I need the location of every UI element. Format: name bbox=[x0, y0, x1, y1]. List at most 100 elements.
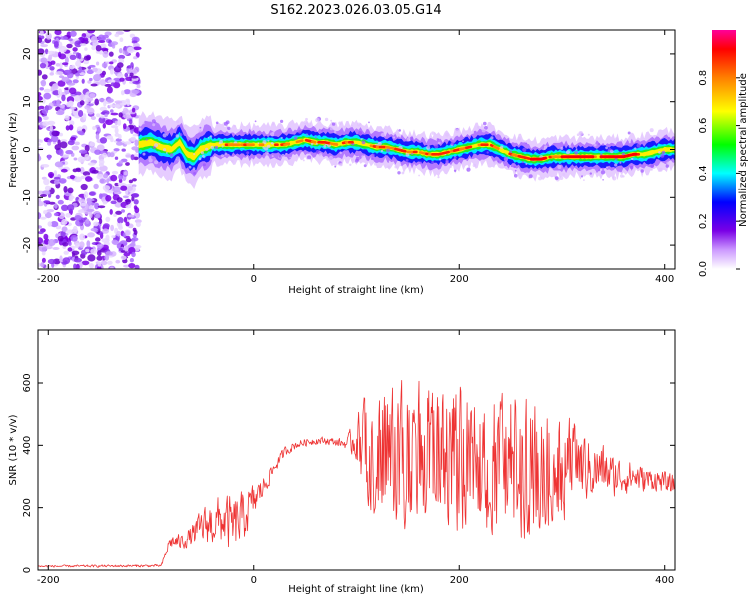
ridge-speckle bbox=[302, 159, 305, 162]
ridge-speckle bbox=[398, 129, 402, 132]
noise-blob bbox=[38, 92, 42, 97]
ridge-speckle bbox=[600, 153, 603, 156]
ridge-speckle bbox=[231, 160, 234, 163]
noise-blob bbox=[61, 154, 70, 158]
ridge-speckle bbox=[305, 117, 308, 121]
noise-blob bbox=[117, 217, 124, 224]
ridge-speckle bbox=[503, 156, 508, 161]
noise-blob bbox=[110, 174, 118, 182]
noise-blob bbox=[116, 197, 123, 203]
noise-blob bbox=[106, 86, 113, 94]
ridge-speckle bbox=[661, 150, 666, 155]
noise-blob bbox=[131, 89, 140, 94]
noise-blob bbox=[93, 74, 102, 82]
ridge-core-dash bbox=[400, 149, 407, 153]
ridge-speckle bbox=[649, 128, 654, 133]
noise-blob bbox=[40, 262, 45, 268]
ridge-speckle bbox=[368, 121, 370, 124]
ridge-speckle bbox=[426, 145, 431, 150]
noise-blob bbox=[74, 91, 82, 96]
noise-blob bbox=[38, 138, 42, 143]
noise-blob bbox=[110, 137, 114, 143]
ridge-speckle bbox=[481, 128, 486, 133]
noise-blob bbox=[117, 62, 124, 68]
ridge-speckle bbox=[307, 122, 312, 127]
noise-blob bbox=[111, 125, 119, 129]
noise-blob bbox=[102, 228, 109, 234]
noise-blob bbox=[131, 196, 135, 202]
noise-blob bbox=[59, 36, 68, 40]
ridge-speckle bbox=[321, 129, 324, 132]
ridge-speckle bbox=[139, 127, 142, 131]
noise-blob bbox=[93, 183, 99, 190]
noise-blob bbox=[55, 194, 60, 200]
ridge-speckle bbox=[377, 141, 382, 146]
ridge-speckle bbox=[394, 165, 398, 169]
ridge-speckle bbox=[576, 133, 580, 136]
ridge-speckle bbox=[338, 121, 342, 125]
noise-blob bbox=[114, 127, 119, 134]
chart-title: S162.2023.026.03.05.G14 bbox=[270, 3, 441, 18]
noise-blob bbox=[111, 239, 118, 245]
snr-ticks: -200 0 200 400 0 200 400 600 bbox=[22, 330, 675, 586]
ridge-speckle bbox=[246, 151, 250, 155]
noise-blob bbox=[50, 60, 56, 65]
noise-blob bbox=[105, 216, 111, 222]
ridge-speckle bbox=[380, 149, 384, 153]
ridge-core-dash bbox=[458, 146, 468, 151]
ridge-speckle bbox=[587, 133, 590, 136]
noise-blob bbox=[134, 139, 139, 147]
ridge-speckle bbox=[397, 171, 401, 175]
noise-blob bbox=[64, 56, 69, 64]
ridge-speckle bbox=[619, 161, 622, 164]
noise-blob bbox=[60, 168, 68, 173]
noise-blob bbox=[72, 51, 78, 55]
noise-blob bbox=[87, 80, 92, 84]
noise-blob bbox=[58, 53, 67, 60]
noise-blob bbox=[94, 202, 100, 210]
noise-blob bbox=[68, 120, 75, 126]
noise-blob bbox=[89, 93, 96, 98]
noise-blob bbox=[83, 59, 90, 65]
noise-blob bbox=[102, 123, 107, 129]
noise-blob bbox=[82, 171, 91, 176]
noise-blob bbox=[64, 69, 72, 73]
snr-frame bbox=[37, 329, 676, 571]
noise-blob bbox=[65, 150, 74, 155]
noise-blob bbox=[74, 40, 83, 48]
ridge-speckle bbox=[554, 176, 559, 181]
noise-blob bbox=[119, 37, 124, 42]
ridge-speckle bbox=[575, 148, 578, 151]
noise-blob bbox=[118, 54, 126, 60]
noise-blob bbox=[47, 258, 56, 265]
noise-blob bbox=[57, 199, 64, 205]
snr-panel: -200 0 200 400 0 200 400 600 Height of straight… bbox=[8, 329, 676, 595]
noise-blob bbox=[94, 149, 101, 155]
noise-blob bbox=[112, 43, 116, 49]
noise-blob bbox=[43, 92, 52, 100]
ridge-speckle bbox=[221, 145, 224, 148]
ridge-speckle bbox=[318, 153, 323, 157]
spectrogram-y-tick-label: 10 bbox=[22, 95, 33, 108]
snr-y-tick-label: 200 bbox=[22, 498, 33, 517]
noise-blob bbox=[92, 126, 96, 130]
noise-blob bbox=[117, 73, 124, 79]
noise-blob bbox=[96, 243, 104, 249]
colorbar-tick-label: 0.0 bbox=[698, 261, 709, 277]
noise-blob bbox=[123, 89, 131, 95]
noise-blob bbox=[118, 178, 123, 183]
noise-blob bbox=[120, 185, 128, 191]
noise-blob bbox=[53, 41, 59, 48]
noise-blob bbox=[126, 46, 135, 54]
noise-blob bbox=[80, 202, 87, 207]
ridge-speckle bbox=[357, 122, 361, 127]
noise-blob bbox=[54, 203, 58, 209]
noise-blob bbox=[110, 224, 114, 232]
ridge-speckle bbox=[514, 169, 517, 172]
ridge-speckle bbox=[650, 168, 653, 171]
spectrogram-y-tick-label: -10 bbox=[22, 189, 33, 205]
ridge-speckle bbox=[500, 145, 504, 149]
noise-blob bbox=[103, 223, 110, 229]
noise-blob bbox=[41, 74, 48, 80]
noise-blob bbox=[91, 45, 96, 51]
